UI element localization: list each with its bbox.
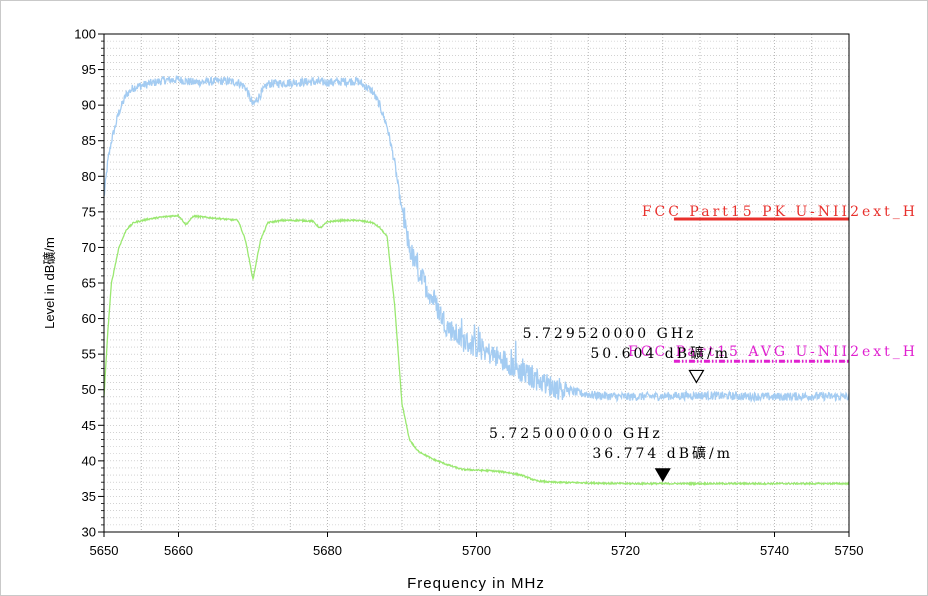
limit-lines: FCC Part15 PK U-NII2ext_H FCC Part15 AVG … bbox=[628, 204, 918, 363]
marker-level-label: 36.774 dB礦/m bbox=[592, 445, 733, 462]
marker-filled bbox=[654, 468, 671, 482]
marker-level-label: 50.604 dB礦/m bbox=[590, 345, 731, 362]
y-axis-label: Level in dB礦/m bbox=[42, 237, 57, 329]
y-tick-label: 75 bbox=[82, 204, 96, 219]
y-tick-label: 60 bbox=[82, 311, 96, 326]
x-tick-label: 5720 bbox=[611, 543, 640, 558]
y-tick-label: 65 bbox=[82, 276, 96, 291]
x-tick-label: 5680 bbox=[313, 543, 342, 558]
y-tick-label: 50 bbox=[82, 382, 96, 397]
y-tick-label: 35 bbox=[82, 489, 96, 504]
x-tick-label: 5700 bbox=[462, 543, 491, 558]
marker-open bbox=[688, 369, 705, 384]
x-tick-label: 5740 bbox=[760, 543, 789, 558]
trace-avg bbox=[103, 213, 850, 487]
y-tick-label: 80 bbox=[82, 169, 96, 184]
grid bbox=[104, 34, 849, 532]
y-tick-label: 55 bbox=[82, 347, 96, 362]
x-axis-label: Frequency in MHz bbox=[407, 575, 545, 592]
limit-label-pk: FCC Part15 PK U-NII2ext_H bbox=[642, 204, 918, 220]
x-tick-label: 5650 bbox=[90, 543, 119, 558]
y-tick-label: 90 bbox=[82, 98, 96, 113]
y-tick-label: 40 bbox=[82, 453, 96, 468]
y-tick-label: 45 bbox=[82, 418, 96, 433]
traces bbox=[103, 75, 850, 487]
marker-frequency-label: 5.729520000 GHz bbox=[523, 326, 697, 342]
tick-labels: 30 35 40 45 50 55 60 65 70 75 80 85 90 95 100 5650 5660 5… bbox=[74, 27, 863, 559]
markers: 5.729520000 GHz 50.604 dB礦/m 5.725000000 G… bbox=[489, 326, 733, 482]
plot-border bbox=[103, 33, 850, 533]
x-tick-label: 5750 bbox=[835, 543, 864, 558]
y-tick-label: 70 bbox=[82, 240, 96, 255]
limit-label-avg: FCC Part15 AVG U-NII2ext_H bbox=[628, 344, 918, 360]
trace-peak bbox=[103, 75, 850, 403]
y-tick-label: 85 bbox=[82, 133, 96, 148]
x-tick-label: 5660 bbox=[164, 543, 193, 558]
y-tick-label: 95 bbox=[82, 62, 96, 77]
y-tick-label: 100 bbox=[74, 27, 96, 42]
y-tick-label: 30 bbox=[82, 525, 96, 540]
marker-frequency-label: 5.725000000 GHz bbox=[489, 426, 663, 442]
